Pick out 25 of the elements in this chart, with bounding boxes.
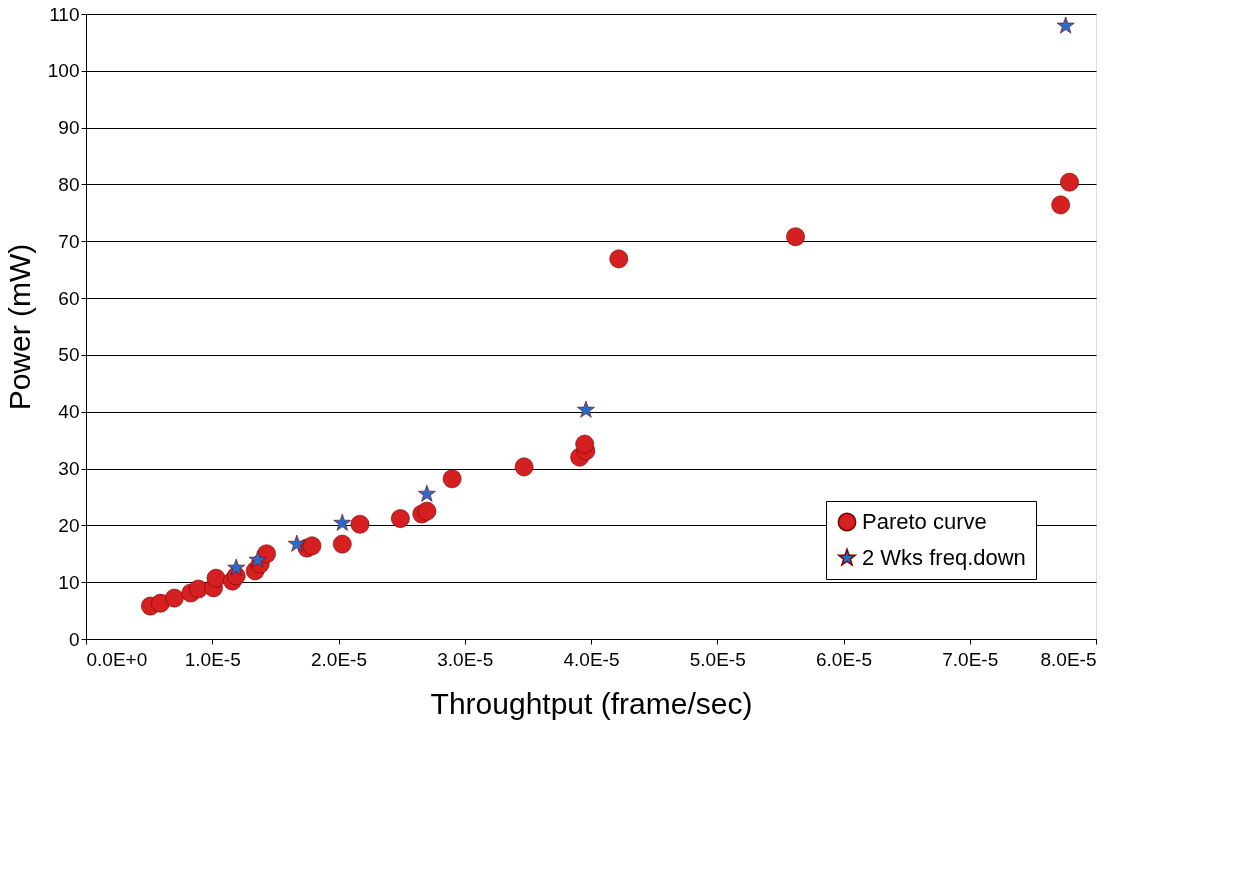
- x-tick-label: 5.0E-5: [689, 648, 746, 670]
- x-tick-label: 0.0E+0: [86, 648, 148, 670]
- x-axis-title: Throughtput (frame/sec): [430, 686, 753, 720]
- x-tick-label: 1.0E-5: [184, 648, 241, 670]
- y-tick-label: 30: [58, 458, 80, 480]
- x-tick-label: 2.0E-5: [311, 648, 367, 670]
- legend-label: 2 Wks freq.down: [862, 545, 1026, 570]
- y-tick-label: 20: [58, 514, 80, 536]
- y-axis-title: Power (mW): [2, 243, 36, 411]
- y-tick-label: 80: [58, 173, 80, 195]
- y-tick-label: 90: [58, 117, 80, 139]
- x-tick-label: 7.0E-5: [942, 648, 999, 670]
- y-tick-label: 50: [58, 344, 80, 366]
- y-tick-label: 100: [47, 60, 80, 82]
- y-tick-label: 60: [58, 287, 80, 309]
- y-tick-label: 110: [49, 3, 80, 25]
- y-tick-label: 70: [58, 230, 80, 252]
- y-tick-label: 10: [58, 571, 80, 593]
- x-tick-label: 8.0E-5: [1040, 648, 1097, 670]
- legend-label: Pareto curve: [862, 509, 987, 534]
- x-tick-label: 4.0E-5: [563, 648, 620, 670]
- y-tick-label: 0: [68, 628, 80, 650]
- x-tick-label: 3.0E-5: [437, 648, 494, 670]
- y-tick-label: 40: [58, 401, 80, 423]
- x-tick-label: 6.0E-5: [816, 648, 872, 670]
